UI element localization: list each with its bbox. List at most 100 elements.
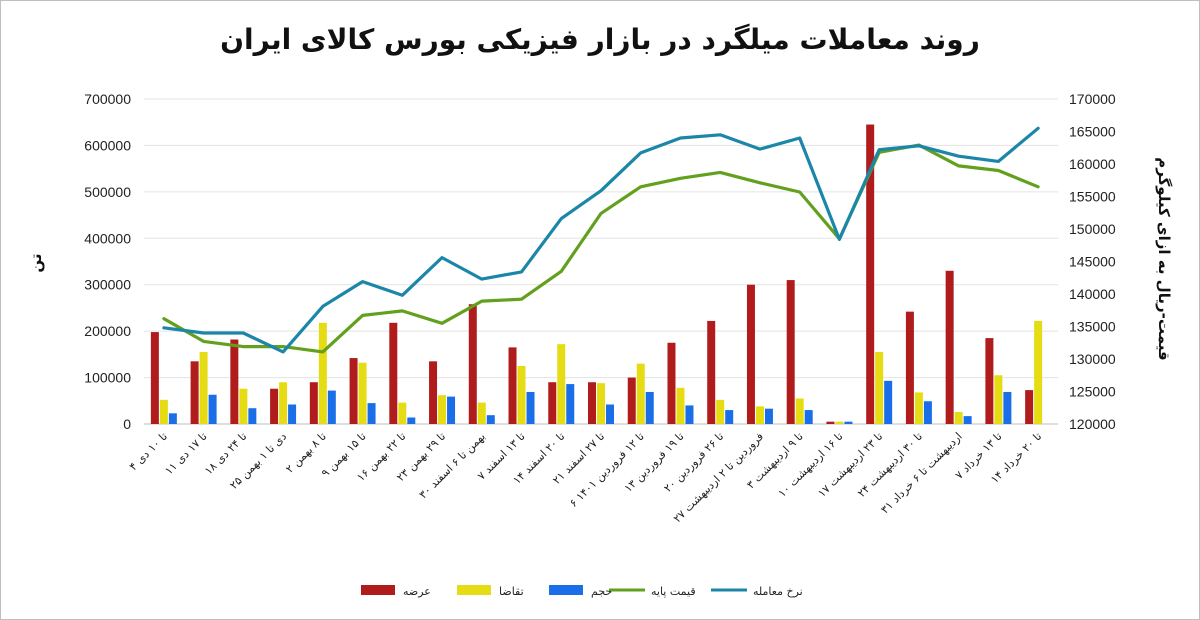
left-tick-label: 500000 — [84, 184, 131, 200]
bar-2-1 — [208, 394, 217, 424]
left-axis-title: تن — [27, 253, 45, 272]
legend-label: نرخ معامله — [753, 585, 803, 598]
right-tick-label: 125000 — [1069, 384, 1116, 400]
legend-label: حجم — [591, 585, 612, 598]
bar-2-9 — [526, 391, 535, 424]
bar-0-0 — [150, 332, 159, 424]
bar-2-13 — [685, 405, 694, 424]
right-tick-label: 120000 — [1069, 416, 1116, 432]
right-tick-label: 140000 — [1069, 286, 1116, 302]
right-axis-ticks: 120000 125000 130000 135000 140000 145000 1500… — [1069, 91, 1116, 432]
line-series — [162, 126, 1040, 354]
legend-label: قیمت پایه — [651, 585, 696, 598]
bar-2-15 — [764, 408, 773, 424]
bar-2-7 — [447, 396, 456, 424]
bar-2-3 — [288, 404, 297, 424]
chart-title: روند معاملات میلگرد در بازار فیزیکی بورس… — [220, 23, 980, 56]
left-tick-label: 400000 — [84, 230, 131, 246]
legend-label: عرضه — [403, 585, 431, 598]
bar-0-18 — [866, 124, 875, 425]
bar-1-7 — [438, 395, 447, 424]
bar-1-3 — [279, 382, 288, 424]
bar-1-15 — [755, 406, 764, 424]
bar-0-13 — [667, 342, 676, 424]
right-tick-label: 135000 — [1069, 319, 1116, 335]
bar-0-19 — [905, 311, 914, 424]
bar-1-10 — [557, 344, 566, 424]
bar-0-22 — [1025, 390, 1034, 424]
bar-1-1 — [199, 352, 208, 424]
bar-1-6 — [398, 402, 407, 424]
right-axis-title: قیمت-ریال به ازای کیلوگرم — [1155, 157, 1173, 361]
bar-2-0 — [168, 413, 177, 424]
bar-0-2 — [230, 339, 239, 424]
bar-2-2 — [248, 408, 257, 424]
bar-1-5 — [358, 362, 367, 424]
bar-1-18 — [875, 352, 884, 424]
bar-1-11 — [597, 383, 605, 424]
bar-0-7 — [429, 361, 438, 424]
bar-1-19 — [914, 392, 923, 424]
legend: نرخ معامله قیمت پایه حجم تقاضا عرضه — [361, 585, 803, 598]
bar-2-6 — [407, 417, 416, 424]
bar-0-6 — [389, 322, 398, 424]
bar-2-11 — [606, 404, 614, 424]
bar-0-17 — [826, 421, 835, 424]
bar-0-8 — [468, 304, 477, 424]
left-axis-ticks: 0 100000 200000 300000 400000 500000 600000 700… — [84, 91, 131, 432]
bar-1-0 — [159, 399, 168, 424]
bar-2-16 — [804, 410, 813, 424]
left-tick-label: 600000 — [84, 137, 131, 153]
bar-1-8 — [477, 402, 486, 424]
bar-0-16 — [786, 280, 795, 424]
left-tick-label: 300000 — [84, 277, 131, 293]
bar-1-12 — [636, 363, 645, 424]
bar-0-20 — [945, 270, 954, 424]
bar-2-14 — [725, 410, 734, 424]
bar-1-9 — [517, 365, 526, 424]
legend-swatch — [361, 585, 395, 595]
bar-0-4 — [309, 382, 318, 424]
bar-2-18 — [884, 380, 893, 424]
bar-1-21 — [994, 375, 1003, 424]
bar-1-20 — [954, 411, 963, 424]
bar-1-13 — [676, 387, 685, 424]
x-tick-label: ۶ تا ۱۲ فروردین ۱۴۰۱ — [567, 430, 647, 510]
right-tick-label: 145000 — [1069, 254, 1116, 270]
line-series-1 — [162, 126, 1040, 354]
right-tick-label: 150000 — [1069, 221, 1116, 237]
bar-2-12 — [645, 391, 654, 424]
bar-0-11 — [588, 382, 596, 424]
bar-0-21 — [985, 338, 994, 424]
legend-swatch — [457, 585, 491, 595]
right-tick-label: 155000 — [1069, 189, 1116, 205]
right-tick-label: 160000 — [1069, 156, 1116, 172]
left-tick-label: 200000 — [84, 323, 131, 339]
bar-0-10 — [548, 382, 557, 424]
left-tick-label: 700000 — [84, 91, 131, 107]
bar-0-14 — [707, 320, 716, 424]
left-tick-label: 0 — [123, 416, 131, 432]
bar-2-17 — [844, 421, 853, 424]
bar-2-21 — [1003, 391, 1012, 424]
bar-1-17 — [835, 421, 844, 424]
bar-1-16 — [795, 398, 804, 424]
bar-2-20 — [963, 416, 972, 424]
legend-label: تقاضا — [499, 585, 524, 598]
bar-2-4 — [327, 390, 336, 424]
bar-1-2 — [239, 388, 248, 424]
bar-0-9 — [508, 347, 517, 424]
bar-1-22 — [1034, 320, 1043, 424]
bar-2-10 — [566, 384, 575, 424]
bar-1-4 — [318, 322, 327, 424]
bar-0-5 — [349, 358, 358, 424]
bar-1-14 — [716, 399, 725, 424]
right-tick-label: 130000 — [1069, 351, 1116, 367]
right-tick-label: 170000 — [1069, 91, 1116, 107]
right-tick-label: 165000 — [1069, 124, 1116, 140]
bar-0-12 — [627, 377, 636, 424]
bar-0-15 — [746, 284, 755, 424]
